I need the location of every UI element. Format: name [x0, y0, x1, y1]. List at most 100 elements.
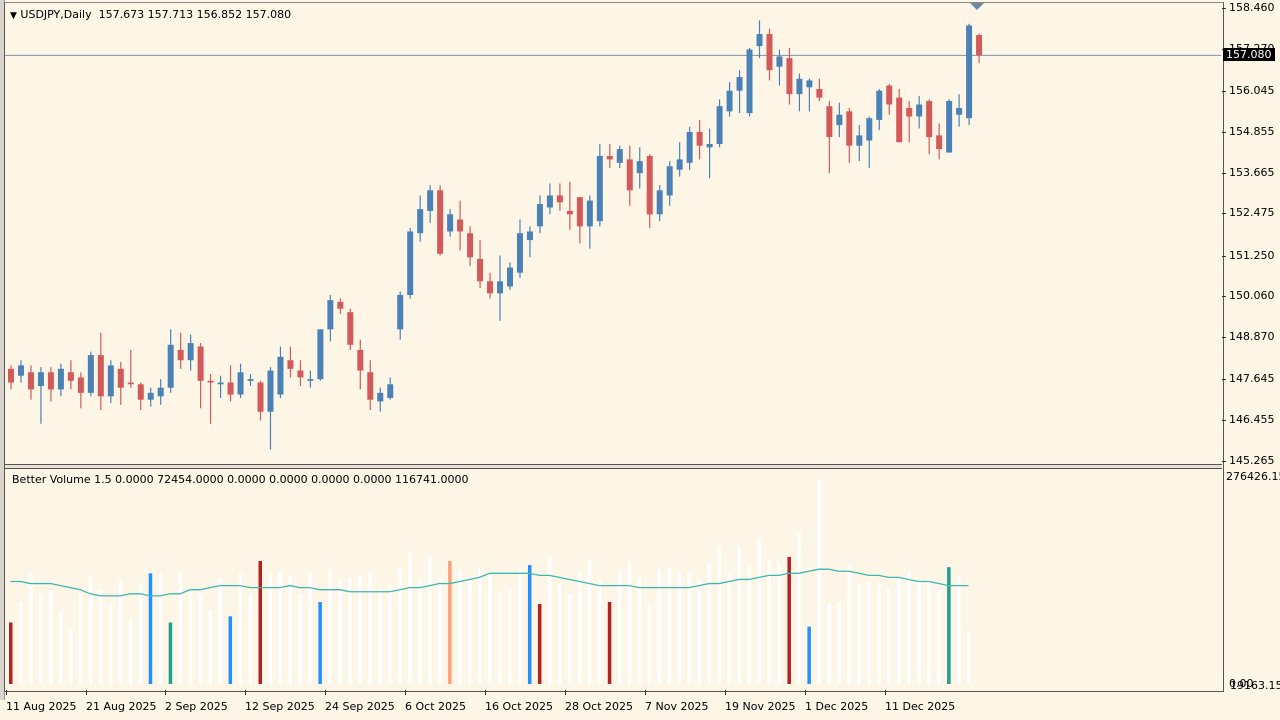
shift-marker-icon[interactable]	[970, 3, 984, 10]
volume-bar	[308, 573, 312, 684]
volume-bar	[547, 556, 552, 684]
volume-bar	[208, 610, 213, 684]
candle	[896, 89, 903, 143]
price-label: 152.475	[1229, 206, 1275, 220]
volume-ma-line	[10, 568, 969, 597]
volume-bar	[28, 573, 33, 684]
candle	[327, 295, 334, 342]
candle	[736, 70, 743, 114]
candle	[746, 47, 753, 117]
volume-bar	[138, 583, 143, 684]
symbol-timeframe: USDJPY,Daily	[20, 8, 92, 21]
volume-bar	[78, 593, 83, 684]
volume-bar	[338, 579, 342, 684]
volume-indicator-pane[interactable]	[5, 468, 1221, 689]
volume-bar	[697, 579, 702, 684]
candle	[497, 255, 504, 321]
volume-bar	[687, 573, 692, 684]
volume-bar	[368, 573, 372, 684]
volume-bar	[677, 571, 682, 684]
volume-bar	[38, 593, 43, 684]
candle	[307, 370, 314, 388]
candle	[17, 360, 24, 383]
price-label: 158.460	[1229, 1, 1275, 14]
candle	[956, 94, 963, 127]
price-tick	[1222, 337, 1226, 339]
candle	[217, 375, 224, 399]
price-chart-pane[interactable]	[5, 3, 1221, 464]
candle	[167, 329, 174, 393]
candle	[277, 346, 284, 399]
chart-title: ▼ USDJPY,Daily 157.673 157.713 156.852 1…	[10, 8, 291, 21]
price-tick	[1222, 420, 1226, 422]
candlestick-plot	[5, 20, 1221, 450]
candle	[826, 101, 833, 174]
volume-bar	[328, 569, 332, 684]
volume-axis-label: 276426.15	[1226, 470, 1280, 483]
volume-bar	[757, 538, 761, 684]
candle	[516, 219, 523, 278]
volume-bar	[268, 573, 272, 684]
candle	[87, 351, 94, 397]
volume-bar	[787, 556, 791, 684]
candle	[457, 200, 464, 251]
candle	[616, 145, 623, 168]
volume-bar	[767, 558, 771, 684]
volume-bar	[607, 602, 612, 684]
volume-bar	[537, 604, 542, 684]
volume-bar	[857, 583, 861, 684]
pane-separator[interactable]	[5, 464, 1222, 469]
candle	[836, 102, 843, 138]
candle	[107, 360, 114, 404]
volume-plot	[9, 479, 971, 684]
candle	[536, 195, 543, 234]
volume-bar	[498, 591, 502, 684]
candle	[427, 185, 434, 223]
price-tick	[1222, 172, 1226, 174]
time-tick	[405, 690, 406, 695]
time-axis[interactable]: 11 Aug 2025 21 Aug 2025 2 Sep 2025 12 Sep 2…	[0, 690, 1222, 720]
volume-bar	[737, 546, 742, 684]
price-axis[interactable]: 158.460157.270156.045154.855153.665152.4…	[1222, 0, 1280, 720]
time-label: 24 Sep 2025	[325, 700, 395, 713]
price-tick	[1222, 131, 1226, 133]
volume-bar	[707, 565, 712, 684]
candle	[716, 99, 723, 148]
current-price-label: 157.080	[1223, 48, 1275, 61]
volume-bar	[118, 581, 123, 684]
time-tick	[245, 690, 246, 695]
volume-bar	[937, 589, 941, 684]
volume-bar	[517, 569, 522, 684]
chart-menu-icon[interactable]: ▼	[10, 11, 17, 21]
candle	[636, 147, 643, 189]
candle	[866, 116, 873, 168]
candle	[197, 343, 204, 409]
volume-bar	[408, 552, 412, 684]
volume-bar	[158, 573, 163, 684]
candle	[876, 89, 883, 131]
candle	[187, 334, 194, 371]
price-tick	[1222, 213, 1226, 215]
chart-frame	[4, 2, 1224, 692]
volume-bar	[867, 581, 871, 684]
candle	[237, 363, 244, 399]
volume-bar	[418, 579, 422, 684]
volume-bar	[188, 589, 193, 684]
time-label: 28 Oct 2025	[565, 700, 634, 713]
volume-bar	[557, 583, 562, 684]
candle	[417, 195, 424, 242]
time-tick	[6, 690, 7, 695]
candle	[916, 95, 923, 129]
candle	[906, 101, 913, 143]
volume-bar	[318, 602, 322, 684]
candle	[177, 332, 184, 369]
candle	[686, 126, 693, 170]
candle	[257, 380, 264, 421]
volume-bar	[488, 575, 492, 684]
ohlc-values: 157.673 157.713 156.852 157.080	[98, 8, 292, 21]
volume-bar	[348, 577, 352, 684]
candle	[387, 377, 394, 400]
time-tick	[86, 690, 87, 695]
volume-bar	[88, 575, 93, 684]
volume-bar	[238, 573, 243, 684]
